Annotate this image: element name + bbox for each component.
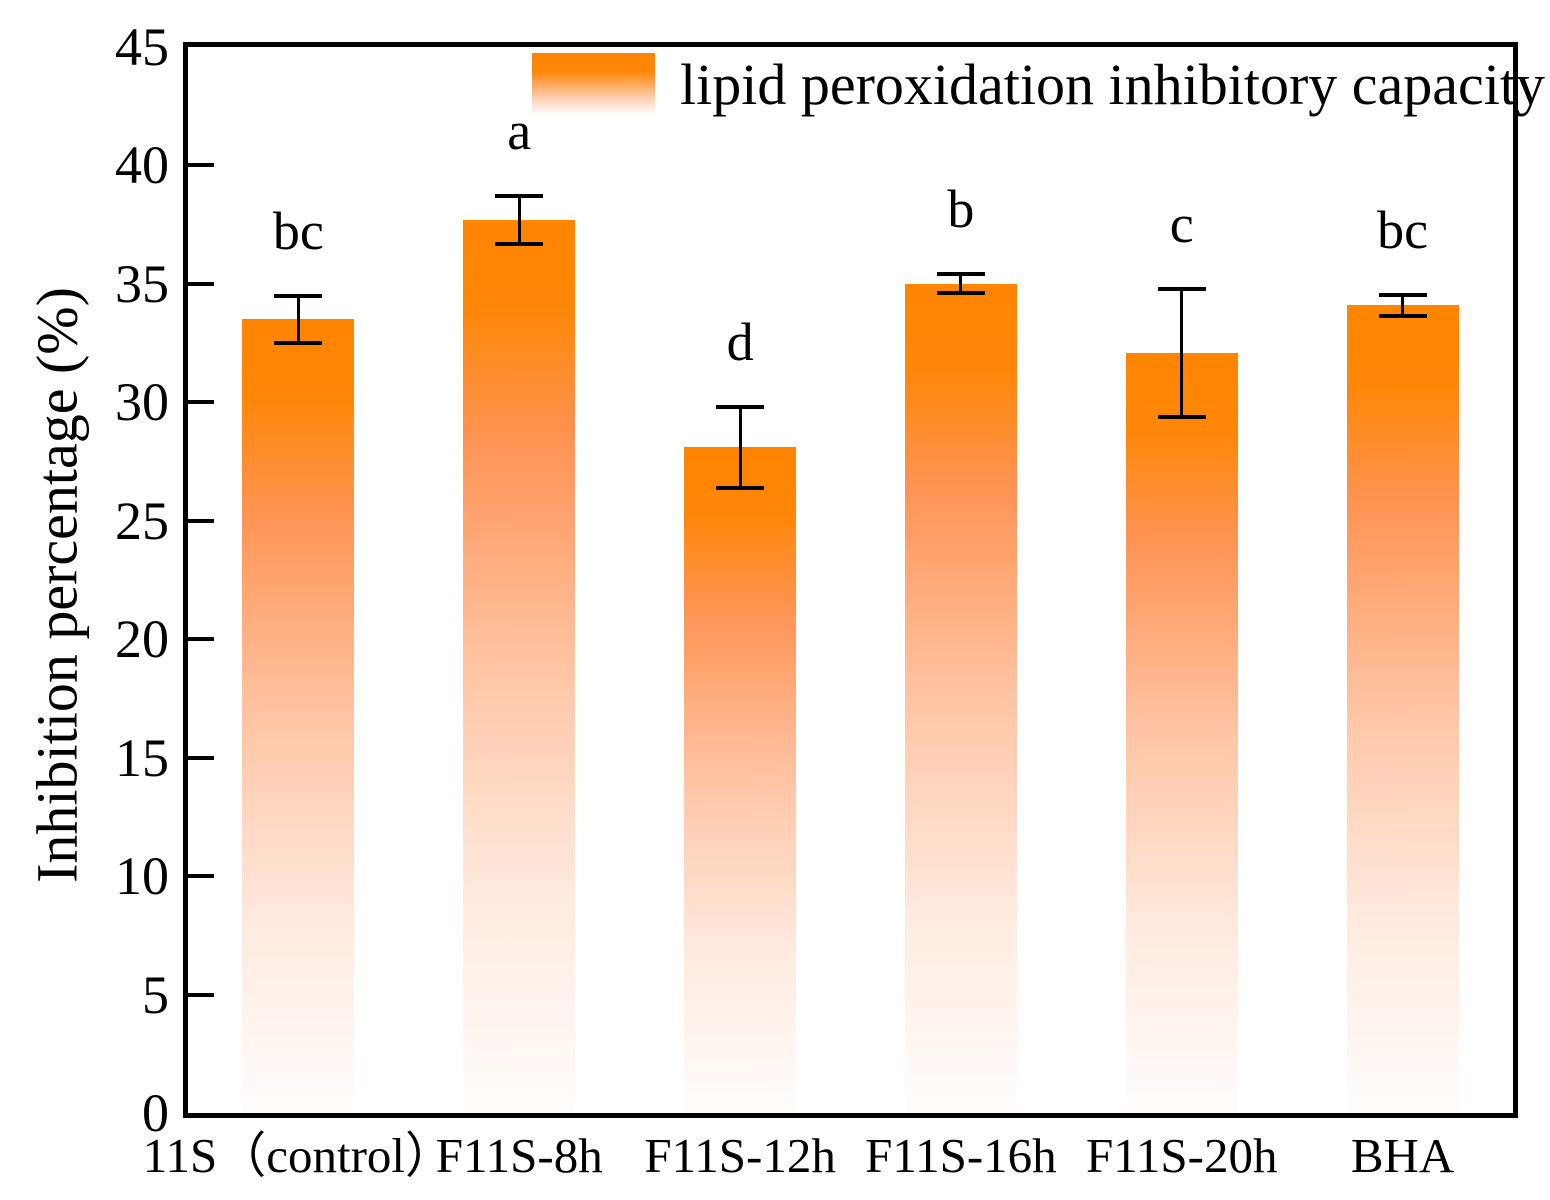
error-bar <box>517 196 521 244</box>
bar <box>242 319 355 1113</box>
bar <box>1346 305 1459 1113</box>
x-tick-label: F11S-16h <box>865 1128 1057 1183</box>
error-bar <box>296 295 300 344</box>
error-bar-cap-bottom <box>1157 414 1206 419</box>
error-bar-cap-bottom <box>716 485 765 490</box>
error-bar-cap-bottom <box>495 241 544 246</box>
x-tick-label: F11S-12h <box>644 1128 836 1183</box>
significance-letter: a <box>507 101 532 162</box>
y-tick-mark <box>188 518 214 523</box>
y-tick-mark <box>188 637 214 642</box>
y-tick-label: 40 <box>115 135 169 196</box>
error-bar-cap-top <box>495 194 544 199</box>
y-tick-label: 30 <box>115 372 169 433</box>
legend-label: lipid peroxidation inhibitory capacity <box>680 51 1545 117</box>
significance-letter: c <box>1169 193 1194 254</box>
bar <box>904 283 1017 1113</box>
error-bar <box>1180 288 1184 417</box>
y-tick-label: 15 <box>115 727 169 788</box>
y-tick-label: 5 <box>142 964 169 1025</box>
x-tick-label: F11S-20h <box>1085 1128 1278 1183</box>
significance-letter: bc <box>272 200 324 261</box>
y-tick-label: 20 <box>115 609 169 670</box>
significance-letter: d <box>726 312 754 373</box>
error-bar <box>1401 294 1405 316</box>
error-bar-cap-top <box>716 405 765 410</box>
y-tick-label: 45 <box>115 17 169 77</box>
bar <box>463 219 576 1113</box>
error-bar-cap-bottom <box>1378 313 1427 318</box>
x-tick-label: BHA <box>1350 1128 1455 1183</box>
y-tick-mark <box>188 874 214 879</box>
significance-letter: b <box>947 179 975 240</box>
y-tick-label: 0 <box>142 1083 169 1143</box>
significance-letter: bc <box>1377 199 1429 260</box>
y-tick-label: 25 <box>115 490 169 551</box>
error-bar-cap-top <box>936 272 985 277</box>
error-bar <box>738 407 742 488</box>
error-bar-cap-top <box>1378 292 1427 297</box>
y-tick-mark <box>188 755 214 760</box>
error-bar-cap-top <box>1157 286 1206 291</box>
y-tick-label: 35 <box>115 253 169 314</box>
y-tick-mark <box>188 992 214 997</box>
bar <box>1125 352 1238 1113</box>
plot-area: lipid peroxidation inhibitory capacity b… <box>183 42 1545 1118</box>
error-bar-cap-bottom <box>274 341 323 346</box>
x-tick-label: F11S-8h <box>435 1128 603 1183</box>
error-bar-cap-bottom <box>936 291 985 296</box>
bar <box>684 447 797 1113</box>
x-tick-label: 11S（control） <box>142 1128 455 1183</box>
y-tick-label: 10 <box>115 846 169 907</box>
error-bar <box>959 274 963 294</box>
error-bar-cap-top <box>274 293 323 298</box>
y-tick-mark <box>188 400 214 405</box>
y-tick-mark <box>188 163 214 168</box>
y-tick-mark <box>188 281 214 286</box>
